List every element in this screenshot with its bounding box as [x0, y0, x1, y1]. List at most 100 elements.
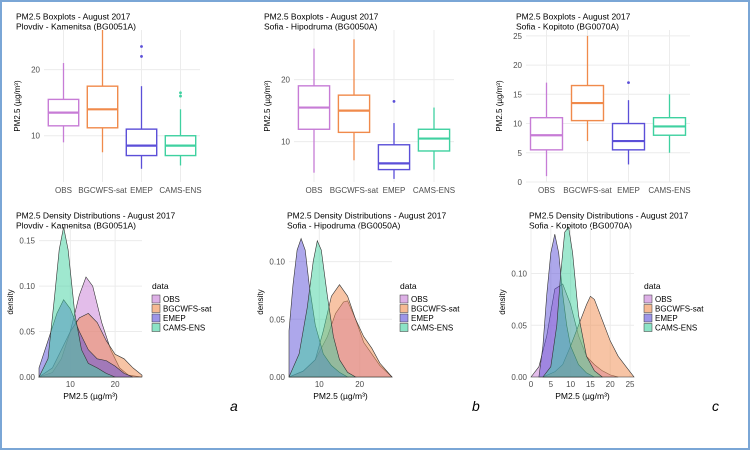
x-tick-label: CAMS-ENS	[159, 186, 201, 195]
box-bgcwfs-sat	[86, 30, 119, 153]
panel-letter-a: a	[230, 398, 238, 414]
y-tick-label: 10	[281, 138, 290, 147]
legend-swatch	[643, 313, 653, 323]
legend-swatch	[643, 304, 653, 313]
legend-label: CAMS-ENS	[163, 324, 205, 333]
outlier-point	[627, 81, 630, 85]
x-tick-label: OBS	[306, 186, 323, 195]
box-obs	[529, 82, 564, 177]
outlier-point	[179, 94, 182, 98]
x-tick-label: 5	[549, 380, 554, 389]
chart-title: PM2.5 Boxplots - August 2017	[16, 11, 131, 21]
density-panel-a: 0.00 0.05 0.10 0.15 10 20 PM2.5 (µg/m³) density…	[6, 226, 212, 401]
x-tick-label: 10	[315, 380, 324, 389]
x-tick-label: BGCWFS-sat	[78, 186, 127, 195]
legend-label: EMEP	[655, 314, 678, 323]
legend-label: BGCWFS-sat	[655, 305, 704, 314]
legend-label: CAMS-ENS	[655, 324, 697, 333]
x-tick-label: EMEP	[130, 186, 153, 195]
y-axis-label: density	[6, 289, 15, 314]
y-tick-label: 0.05	[269, 315, 285, 324]
box-emep	[377, 99, 411, 179]
legend-label: BGCWFS-sat	[411, 305, 460, 314]
x-tick-label: 25	[626, 380, 635, 389]
box-body	[417, 128, 451, 152]
box-body	[529, 116, 564, 151]
y-tick-label: 0.15	[19, 237, 35, 246]
x-tick-label: 20	[606, 380, 615, 389]
x-tick-label: 20	[111, 380, 120, 389]
y-tick-label: 0.00	[511, 373, 527, 382]
outlier-point	[140, 55, 143, 58]
panel-letter-b: b	[472, 398, 480, 414]
x-tick-label: EMEP	[617, 186, 640, 195]
legend-swatch	[399, 294, 409, 304]
x-tick-label: CAMS-ENS	[413, 186, 455, 195]
chart-title: PM2.5 Boxplots - August 2017	[516, 11, 631, 21]
x-tick-label: BGCWFS-sat	[563, 186, 612, 195]
chart-title: PM2.5 Boxplots - August 2017	[264, 11, 379, 21]
chart-title: PM2.5 Density Distributions - August 201…	[529, 210, 688, 220]
box-cams-ens	[164, 91, 197, 166]
y-tick-label: 10	[31, 132, 40, 141]
chart-subtitle: Plovdiv - Kamenitsa (BG0051A)	[16, 21, 136, 31]
box-obs	[47, 63, 80, 143]
chart-subtitle: Sofia - Hipodruma (BG0050A)	[287, 220, 401, 230]
legend-swatch	[151, 313, 161, 323]
panel-letter-c: c	[712, 398, 719, 414]
y-axis-label: density	[498, 289, 507, 314]
legend-swatch	[399, 323, 409, 332]
y-tick-label: 0.10	[511, 270, 527, 279]
legend-label: CAMS-ENS	[411, 324, 453, 333]
legend-swatch	[643, 294, 653, 304]
outlier-point	[392, 99, 396, 103]
x-tick-label: 10	[566, 380, 575, 389]
boxplot-panel-a: 10 20 PM2.5 (µg/m³) OBS BGCWFS-sat EMEP CAMS-E…	[13, 30, 202, 195]
chart-subtitle: Sofia - Kopitoto (BG0070A)	[516, 21, 619, 31]
x-tick-label: CAMS-ENS	[648, 186, 690, 195]
x-tick-label: 20	[355, 380, 364, 389]
boxplot-panel-c: 0 5 10 15 20 25 PM2.5 (µg/m³) OBS BGCWFS-sat EMEP…	[495, 30, 691, 195]
y-axis-label: PM2.5 (µg/m³)	[495, 80, 504, 132]
legend-swatch	[151, 294, 161, 304]
box-body	[337, 94, 371, 134]
y-axis-label: PM2.5 (µg/m³)	[13, 80, 22, 132]
x-tick-label: 15	[586, 380, 595, 389]
y-tick-label: 5	[518, 149, 523, 158]
box-bgcwfs-sat	[570, 35, 605, 142]
outlier-point	[140, 45, 143, 48]
box-cams-ens	[652, 94, 687, 153]
y-tick-label: 10	[513, 120, 522, 129]
box-obs	[297, 48, 331, 173]
legend-label: OBS	[163, 295, 180, 304]
legend-swatch	[399, 304, 409, 313]
legend-swatch	[399, 313, 409, 323]
y-axis-label: density	[256, 289, 265, 314]
legend-title: data	[644, 281, 661, 291]
box-cams-ens	[417, 107, 451, 170]
x-tick-label: OBS	[538, 186, 555, 195]
density-area-cams-ens	[288, 239, 357, 378]
legend-label: OBS	[655, 295, 672, 304]
legend-swatch	[151, 323, 161, 332]
chart-subtitle: Sofia - Kopitoto (BG0070A)	[529, 220, 632, 230]
chart-subtitle: Sofia - Hipodruma (BG0050A)	[264, 21, 378, 31]
x-tick-label: BGCWFS-sat	[330, 186, 379, 195]
legend-label: BGCWFS-sat	[163, 305, 212, 314]
box-emep	[611, 81, 646, 165]
density-panel-c: 0.00 0.05 0.10 0 5 10 15 20 25 PM2.5 (µg/m³) densi…	[498, 226, 704, 401]
x-tick-label: EMEP	[383, 186, 406, 195]
y-tick-label: 0.05	[511, 321, 527, 330]
y-tick-label: 0.10	[269, 258, 285, 267]
boxplot-panel-b: 10 20 PM2.5 (µg/m³) OBS BGCWFS-sat EMEP CAMS-E…	[263, 30, 455, 195]
chart-title: PM2.5 Density Distributions - August 201…	[16, 210, 175, 220]
box-emep	[125, 45, 158, 169]
x-axis-label: PM2.5 (µg/m³)	[63, 391, 118, 401]
x-axis-label: PM2.5 (µg/m³)	[555, 391, 610, 401]
y-tick-label: 0.00	[269, 373, 285, 382]
